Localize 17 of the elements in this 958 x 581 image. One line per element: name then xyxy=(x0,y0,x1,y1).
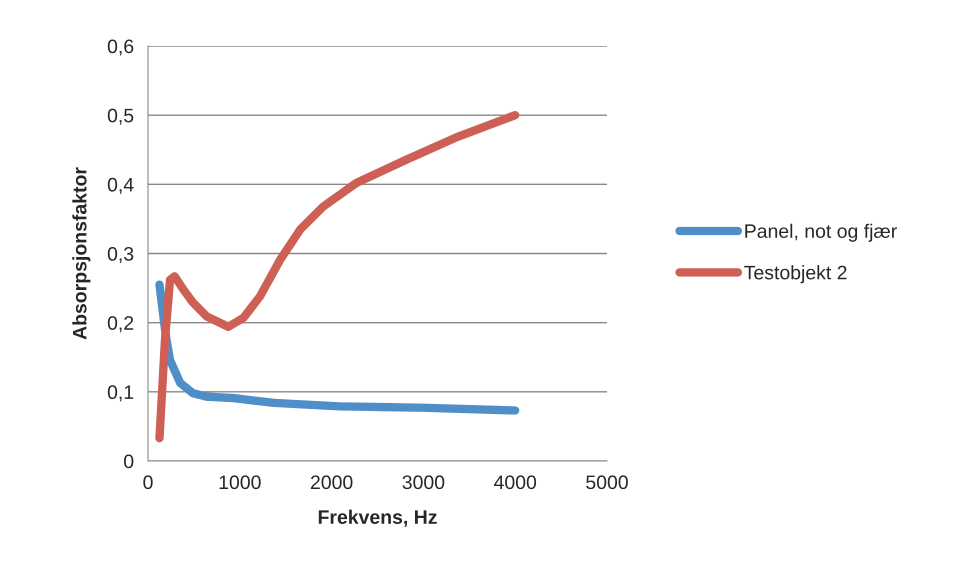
y-tick-label: 0,4 xyxy=(108,178,134,194)
y-tick-label: 0,1 xyxy=(108,385,134,402)
legend-label: Testobjekt 2 xyxy=(744,265,847,284)
legend-label: Panel, not og fjær xyxy=(745,224,897,242)
y-tick-label: 0,5 xyxy=(108,108,134,125)
y-tick-label: 0,2 xyxy=(108,316,134,332)
x-tick-label: 4000 xyxy=(494,475,536,490)
y-tick-label: 0,6 xyxy=(108,39,134,56)
x-tick-label: 3000 xyxy=(402,475,444,490)
x-tick-label: 0 xyxy=(143,475,153,490)
y-tick-label: 0,3 xyxy=(108,246,134,264)
x-tick-label: 5000 xyxy=(586,475,628,490)
y-tick-label: 0 xyxy=(124,454,134,468)
x-axis-title: Frekvens, Hz xyxy=(318,510,437,527)
y-axis-title: Absorpsjonsfaktor xyxy=(72,167,90,340)
x-tick-label: 2000 xyxy=(310,475,352,490)
x-tick-label: 1000 xyxy=(220,475,261,490)
